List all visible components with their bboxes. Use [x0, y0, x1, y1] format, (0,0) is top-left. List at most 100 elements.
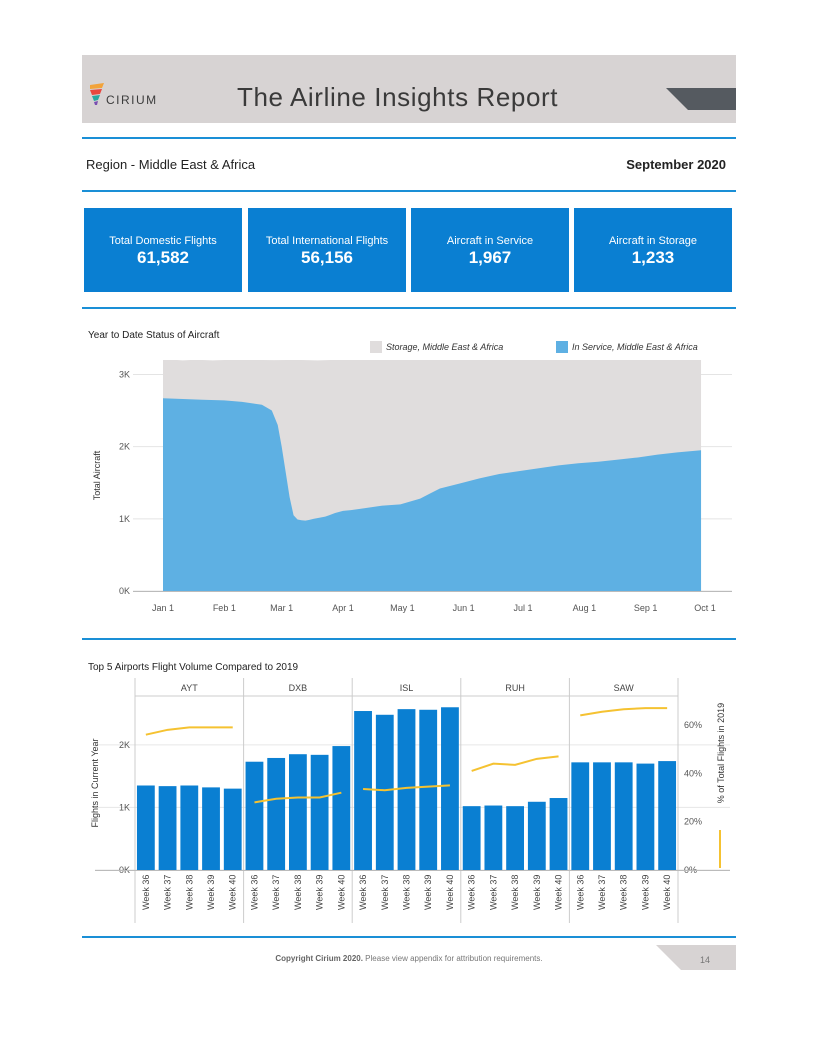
y2-tick-label: 40%	[684, 768, 702, 778]
legend-label-in-service: In Service, Middle East & Africa	[572, 342, 698, 352]
x-tick-label: Week 36	[141, 875, 151, 910]
kpi-label: Aircraft in Service	[446, 235, 534, 247]
footer-copyright: Copyright Cirium 2020. Please view appen…	[82, 954, 736, 963]
y-tick-label: 2K	[119, 442, 130, 452]
x-tick-label: Week 38	[402, 875, 412, 910]
x-tick-label: Week 36	[358, 875, 368, 910]
aircraft-status-area-chart: 0K 1K 2K 3K Total Aircraft Jan 1 Feb 1 Mar 1 Apr…	[92, 360, 732, 613]
page-number: 14	[700, 955, 711, 965]
x-tick-label: Week 38	[510, 875, 520, 910]
y2-tick-label: 20%	[684, 817, 702, 827]
bar-isl-39	[419, 709, 438, 870]
x-tick-label: Jan 1	[152, 603, 174, 613]
x-tick-label: Apr 1	[332, 603, 354, 613]
bar-saw-37	[593, 762, 611, 870]
y-axis-title: Flights in Current Year	[90, 738, 100, 827]
bar-saw-38	[614, 762, 633, 870]
aircraft-status-chart-title: Year to Date Status of Aircraft	[88, 330, 220, 341]
group-label-ayt: AYT	[181, 683, 198, 693]
y-tick-label: 2K	[119, 740, 130, 750]
x-tick-label: Week 39	[423, 875, 433, 910]
x-tick-label: Week 40	[336, 875, 346, 910]
kpi-value: 61,582	[137, 248, 189, 267]
x-tick-label: Week 37	[271, 875, 281, 910]
x-tick-label: Week 37	[163, 875, 173, 910]
x-tick-label: Week 36	[249, 875, 259, 910]
y-tick-label: 0K	[119, 586, 130, 596]
bar-ayt-40	[223, 788, 242, 870]
x-tick-label: Week 37	[380, 875, 390, 910]
bar-ayt-39	[202, 787, 220, 870]
bar-ruh-40	[549, 798, 568, 870]
pct-line-ayt	[145, 726, 233, 736]
x-tick-label: Week 38	[619, 875, 629, 910]
divider	[82, 137, 736, 139]
y-tick-label: 3K	[119, 369, 130, 379]
report-title: The Airline Insights Report	[237, 82, 559, 112]
kpi-domestic-flights: Total Domestic Flights 61,582	[84, 208, 242, 292]
bar-dxb-39	[310, 754, 329, 870]
x-tick-label: Week 37	[488, 875, 498, 910]
bar-isl-36	[354, 711, 372, 870]
group-label-saw: SAW	[614, 683, 635, 693]
bar-dxb-38	[288, 754, 307, 870]
kpi-label: Total Domestic Flights	[109, 235, 217, 247]
attribution-text: Please view appendix for attribution req…	[362, 954, 543, 963]
pct-line-dxb	[254, 791, 342, 804]
bar-dxb-37	[267, 757, 286, 870]
x-tick-label: Week 40	[228, 875, 238, 910]
x-tick-label: Jul 1	[514, 603, 533, 613]
brand-name: CIRIUM	[106, 93, 158, 107]
x-tick-label: Week 36	[467, 875, 477, 910]
y-tick-label: 1K	[119, 514, 130, 524]
region-label: Region - Middle East & Africa	[86, 157, 256, 172]
bar-isl-38	[397, 709, 416, 870]
in-service-area	[163, 398, 702, 591]
y-tick-label: 1K	[119, 802, 130, 812]
x-tick-label: Week 36	[575, 875, 585, 910]
divider	[82, 638, 736, 640]
report-date: September 2020	[626, 157, 726, 172]
x-tick-label: Oct 1	[694, 603, 716, 613]
kpi-label: Total International Flights	[265, 235, 389, 247]
x-tick-label: Mar 1	[270, 603, 293, 613]
x-tick-label: Week 38	[293, 875, 303, 910]
banner-corner-decoration	[666, 88, 736, 110]
copyright-text: Copyright Cirium 2020.	[275, 954, 363, 963]
bar-ruh-38	[506, 806, 525, 870]
bar-ayt-36	[136, 785, 155, 870]
bar-ruh-39	[527, 801, 546, 870]
bar-saw-39	[636, 763, 655, 870]
x-tick-label: Feb 1	[213, 603, 236, 613]
cirium-logo-icon	[90, 83, 104, 105]
report-banner: CIRIUM The Airline Insights Report	[82, 55, 736, 123]
bar-ayt-37	[158, 786, 177, 870]
x-tick-label: Sep 1	[634, 603, 658, 613]
group-header-band	[135, 678, 678, 696]
bar-ruh-37	[484, 805, 503, 870]
footer-page-tab	[656, 945, 736, 970]
y-axis-title: Total Aircraft	[92, 450, 102, 500]
x-tick-label: Week 39	[206, 875, 216, 910]
x-tick-label: Week 37	[597, 875, 607, 910]
x-tick-label: Aug 1	[573, 603, 597, 613]
x-tick-label: Week 40	[554, 875, 564, 910]
group-label-ruh: RUH	[505, 683, 524, 693]
bar-isl-37	[375, 714, 394, 870]
group-label-isl: ISL	[400, 683, 414, 693]
legend-swatch-storage	[370, 341, 382, 353]
kpi-value: 56,156	[301, 248, 353, 267]
x-tick-label: Week 40	[662, 875, 672, 910]
bar-dxb-36	[245, 761, 264, 870]
y2-tick-label: 60%	[684, 720, 702, 730]
bar-ayt-38	[180, 785, 199, 870]
x-tick-label: Jun 1	[453, 603, 475, 613]
kpi-aircraft-in-service: Aircraft in Service 1,967	[411, 208, 569, 292]
x-tick-label: Week 39	[640, 875, 650, 910]
x-tick-label: Week 38	[184, 875, 194, 910]
kpi-international-flights: Total International Flights 56,156	[248, 208, 406, 292]
pct-line-isl	[363, 784, 450, 792]
pct-line-saw	[580, 707, 668, 717]
divider	[82, 190, 736, 192]
